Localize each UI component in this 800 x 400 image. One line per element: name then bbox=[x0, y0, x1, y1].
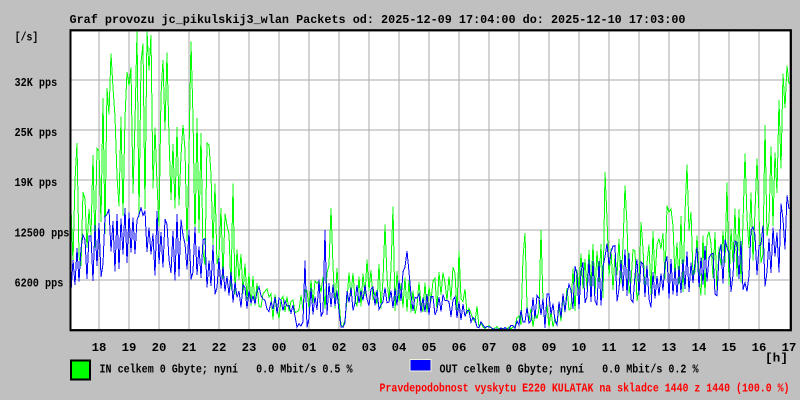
svg-text:[/s]: [/s] bbox=[15, 31, 39, 45]
svg-text:12: 12 bbox=[632, 341, 647, 355]
svg-text:18: 18 bbox=[92, 341, 107, 355]
svg-text:09: 09 bbox=[542, 341, 557, 355]
svg-text:13: 13 bbox=[662, 341, 677, 355]
svg-text:04: 04 bbox=[392, 341, 407, 355]
svg-text:17: 17 bbox=[782, 341, 797, 355]
svg-text:19: 19 bbox=[122, 341, 137, 355]
svg-text:21: 21 bbox=[182, 341, 197, 355]
svg-text:32K pps: 32K pps bbox=[15, 76, 58, 90]
svg-text:08: 08 bbox=[512, 341, 527, 355]
svg-text:06: 06 bbox=[452, 341, 467, 355]
svg-text:15: 15 bbox=[722, 341, 737, 355]
svg-text:00: 00 bbox=[272, 341, 287, 355]
svg-text:10: 10 bbox=[572, 341, 587, 355]
svg-text:11: 11 bbox=[602, 341, 617, 355]
svg-text:19K pps: 19K pps bbox=[15, 176, 58, 190]
svg-text:IN celkem 0 Gbyte; nyní 0.0: IN celkem 0 Gbyte; nyní 0.0 Mbit/s 0.5 % bbox=[100, 363, 354, 377]
svg-text:23: 23 bbox=[242, 341, 257, 355]
svg-text:12500 pps: 12500 pps bbox=[15, 226, 70, 240]
svg-text:14: 14 bbox=[692, 341, 707, 355]
svg-text:Pravdepodobnost vyskytu E220 K: Pravdepodobnost vyskytu E220 KULATAK na … bbox=[380, 382, 790, 396]
svg-text:22: 22 bbox=[212, 341, 227, 355]
svg-text:02: 02 bbox=[332, 341, 347, 355]
svg-text:OUT celkem 0 Gbyte; nyní 0.0: OUT celkem 0 Gbyte; nyní 0.0 Mbit/s 0.2 … bbox=[440, 363, 700, 377]
svg-text:16: 16 bbox=[752, 341, 767, 355]
svg-text:01: 01 bbox=[302, 341, 317, 355]
svg-text:25K pps: 25K pps bbox=[15, 126, 58, 140]
svg-text:20: 20 bbox=[152, 341, 167, 355]
svg-text:07: 07 bbox=[482, 341, 497, 355]
svg-text:6200 pps: 6200 pps bbox=[15, 276, 64, 290]
svg-text:Graf provozu jc_pikulskij3_wla: Graf provozu jc_pikulskij3_wlan Packets … bbox=[70, 13, 686, 27]
svg-text:[h]: [h] bbox=[765, 352, 788, 366]
svg-text:05: 05 bbox=[422, 341, 437, 355]
svg-text:03: 03 bbox=[362, 341, 377, 355]
